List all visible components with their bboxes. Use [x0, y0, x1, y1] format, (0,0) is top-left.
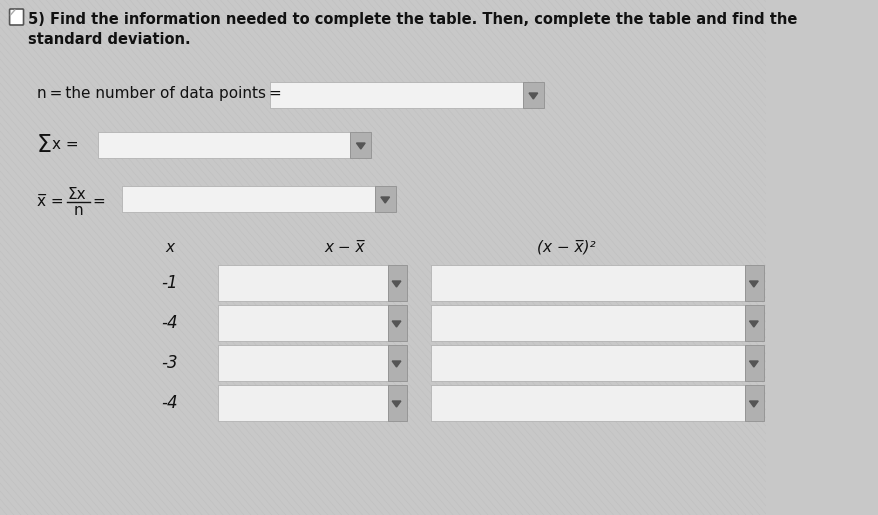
Text: n = the number of data points =: n = the number of data points = [37, 86, 281, 101]
Bar [745, 265, 764, 301]
Text: 5) Find the information needed to complete the table. Then, complete the table a: 5) Find the information needed to comple… [28, 12, 796, 27]
Bar [522, 82, 543, 108]
Text: x: x [165, 240, 174, 255]
Bar [431, 345, 745, 381]
Text: x =: x = [52, 137, 79, 152]
Polygon shape [392, 401, 400, 407]
Text: x − x̅: x − x̅ [324, 240, 364, 255]
Text: (x − x̅)²: (x − x̅)² [536, 240, 595, 255]
Polygon shape [749, 281, 758, 287]
Bar [431, 265, 745, 301]
Bar [218, 305, 387, 341]
Bar [745, 345, 764, 381]
Text: standard deviation.: standard deviation. [28, 32, 191, 47]
Bar [387, 265, 407, 301]
Text: =: = [92, 194, 105, 209]
Bar [97, 132, 350, 158]
Bar [387, 345, 407, 381]
Bar [745, 385, 764, 421]
Text: n: n [74, 203, 83, 218]
Polygon shape [356, 143, 364, 149]
Bar [431, 385, 745, 421]
Polygon shape [380, 197, 389, 203]
Bar [387, 305, 407, 341]
Polygon shape [749, 361, 758, 367]
Text: -4: -4 [162, 394, 178, 412]
Text: Σx: Σx [68, 187, 87, 202]
Bar [374, 186, 395, 212]
Bar [431, 305, 745, 341]
Bar [350, 132, 371, 158]
Bar [122, 186, 374, 212]
Bar [745, 305, 764, 341]
FancyBboxPatch shape [10, 9, 24, 25]
Polygon shape [749, 321, 758, 327]
Bar [218, 385, 387, 421]
Polygon shape [749, 401, 758, 407]
Text: -3: -3 [162, 354, 178, 372]
Text: Σ: Σ [37, 133, 52, 157]
Polygon shape [392, 321, 400, 327]
Polygon shape [529, 93, 537, 99]
Bar [218, 265, 387, 301]
Bar [270, 82, 522, 108]
Bar [218, 345, 387, 381]
Text: -1: -1 [162, 274, 178, 292]
Text: -4: -4 [162, 314, 178, 332]
Polygon shape [392, 361, 400, 367]
Bar [387, 385, 407, 421]
Text: x̅ =: x̅ = [37, 194, 63, 209]
Polygon shape [392, 281, 400, 287]
